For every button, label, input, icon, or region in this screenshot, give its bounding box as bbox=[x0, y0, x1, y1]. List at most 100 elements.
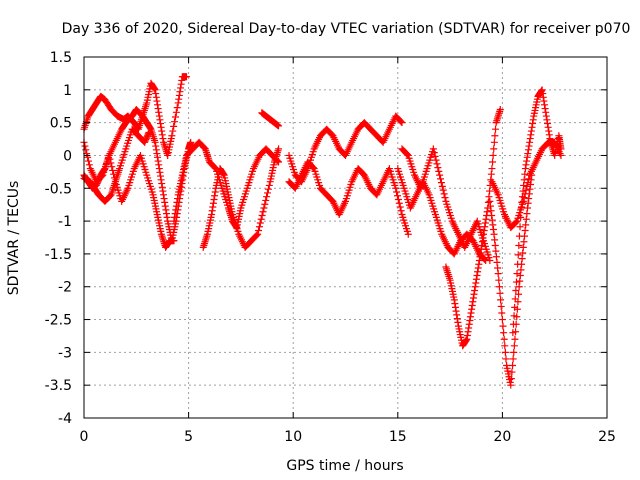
data-point bbox=[275, 145, 283, 153]
data-point bbox=[263, 193, 271, 201]
data-point bbox=[397, 118, 405, 126]
data-point bbox=[437, 175, 445, 183]
data-point bbox=[145, 128, 153, 136]
data-point bbox=[512, 278, 520, 286]
data-point bbox=[106, 155, 114, 163]
data-point bbox=[261, 200, 269, 208]
data-point bbox=[172, 108, 180, 116]
data-point bbox=[108, 163, 116, 171]
data-point bbox=[263, 189, 271, 197]
data-point bbox=[508, 368, 516, 376]
data-point bbox=[82, 146, 90, 154]
data-point bbox=[492, 125, 500, 133]
x-tick-label: 20 bbox=[493, 429, 511, 445]
data-point bbox=[396, 203, 404, 211]
y-axis-label: SDTVAR / TECUs bbox=[6, 181, 22, 296]
data-point bbox=[557, 151, 565, 159]
data-point bbox=[496, 106, 504, 114]
data-point bbox=[84, 153, 92, 161]
data-point bbox=[255, 226, 263, 234]
data-point bbox=[253, 231, 261, 239]
data-point bbox=[441, 194, 449, 202]
data-point bbox=[438, 182, 446, 190]
data-point bbox=[168, 132, 176, 140]
x-tick-labels: 0 5 10 15 20 25 bbox=[80, 429, 616, 445]
data-point bbox=[491, 132, 499, 140]
data-point bbox=[187, 138, 195, 146]
data-point bbox=[404, 230, 412, 238]
x-tick-label: 0 bbox=[80, 429, 89, 445]
data-point bbox=[211, 164, 219, 172]
data-point bbox=[494, 270, 502, 278]
data-point bbox=[509, 320, 517, 328]
data-point bbox=[511, 295, 519, 303]
data-point bbox=[170, 122, 178, 130]
data-point bbox=[523, 182, 531, 190]
data-point bbox=[432, 156, 440, 164]
y-tick-label: -3 bbox=[58, 345, 72, 361]
data-point bbox=[275, 122, 283, 130]
series-arc-k bbox=[398, 145, 494, 264]
data-point bbox=[495, 283, 503, 291]
y-tick-label: -4 bbox=[58, 411, 72, 427]
data-point bbox=[499, 322, 507, 330]
data-point bbox=[394, 196, 402, 204]
data-point bbox=[84, 157, 92, 165]
data-point bbox=[513, 270, 521, 278]
data-point bbox=[512, 218, 520, 226]
series-arc-n bbox=[509, 86, 565, 337]
y-tick-label: 1 bbox=[63, 83, 72, 99]
data-point bbox=[486, 256, 494, 264]
data-point bbox=[434, 164, 442, 172]
chart-title: Day 336 of 2020, Sidereal Day-to-day VTE… bbox=[62, 21, 631, 37]
data-point bbox=[431, 152, 439, 160]
data-point bbox=[433, 160, 441, 168]
data-point bbox=[255, 223, 263, 231]
series-arc-f bbox=[199, 145, 283, 251]
data-point bbox=[514, 251, 522, 259]
y-tick-labels: -4 -3.5 -3 -2.5 -2 -1.5 -1 -0.5 0 0.5 1 1.5 bbox=[45, 50, 72, 427]
data-point bbox=[259, 208, 267, 216]
data-point bbox=[394, 192, 402, 200]
data-point bbox=[435, 167, 443, 175]
data-point bbox=[498, 316, 506, 324]
data-point bbox=[395, 199, 403, 207]
data-point bbox=[495, 276, 503, 284]
data-point bbox=[264, 185, 272, 193]
data-point bbox=[107, 159, 115, 167]
y-tick-label: -0.5 bbox=[45, 181, 72, 197]
data-point bbox=[490, 145, 498, 153]
y-tick-label: -1 bbox=[58, 214, 72, 230]
data-point bbox=[81, 142, 89, 150]
data-point bbox=[525, 175, 533, 183]
data-point bbox=[509, 329, 517, 337]
x-axis-label: GPS time / hours bbox=[286, 458, 403, 474]
data-point bbox=[515, 232, 523, 240]
series-arc-o bbox=[488, 138, 565, 232]
data-point bbox=[510, 342, 518, 350]
plot-frame bbox=[83, 56, 608, 419]
data-point bbox=[481, 256, 489, 264]
data-point bbox=[498, 309, 506, 317]
data-point bbox=[489, 151, 497, 159]
y-tick-label: 0.5 bbox=[50, 116, 72, 132]
data-point bbox=[173, 104, 181, 112]
data-point bbox=[501, 348, 509, 356]
data-point bbox=[440, 190, 448, 198]
data-point bbox=[258, 211, 266, 219]
data-point bbox=[98, 172, 106, 180]
x-tick-label: 10 bbox=[284, 429, 302, 445]
series-arc-g bbox=[258, 109, 283, 130]
y-tick-label: -1.5 bbox=[45, 247, 72, 263]
data-point bbox=[507, 381, 515, 389]
data-point bbox=[497, 296, 505, 304]
series-arc-l bbox=[442, 106, 504, 350]
data-point bbox=[439, 186, 447, 194]
data-point bbox=[496, 289, 504, 297]
data-point bbox=[397, 207, 405, 215]
data-point bbox=[510, 312, 518, 320]
data-point bbox=[392, 184, 400, 192]
data-point bbox=[488, 165, 496, 173]
data-point bbox=[489, 158, 497, 166]
y-tick-label: 0 bbox=[63, 148, 72, 164]
